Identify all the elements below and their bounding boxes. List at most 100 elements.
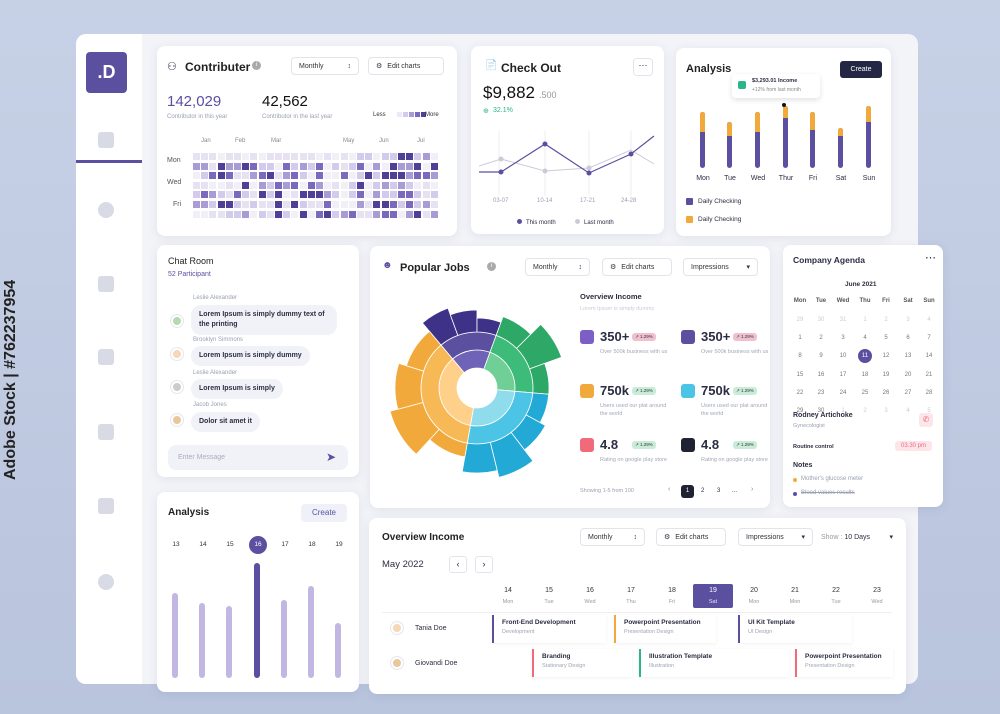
avatar[interactable] [171, 315, 183, 327]
calendar-day[interactable]: 9 [819, 353, 823, 360]
sunburst-outer-segment[interactable] [516, 323, 563, 370]
task-card[interactable]: UI Kit Template UI Design [738, 615, 852, 643]
avatar[interactable] [171, 348, 183, 360]
calendar-day[interactable]: 17 [839, 371, 847, 378]
period-select[interactable]: Monthly ↕ [291, 57, 359, 75]
day-label[interactable]: 14 [199, 541, 207, 548]
day-number[interactable]: 20 [750, 587, 758, 594]
day-label[interactable]: 17 [281, 541, 289, 548]
calendar-day[interactable]: 3 [841, 335, 845, 342]
day-label[interactable]: 13 [172, 541, 180, 548]
calendar-day[interactable]: 25 [861, 389, 869, 396]
calendar-day[interactable]: 31 [839, 317, 847, 323]
calendar-day[interactable]: 30 [817, 408, 825, 414]
calendar-day[interactable]: 5 [884, 335, 888, 342]
day-number[interactable]: 23 [873, 587, 881, 594]
inbox-icon[interactable] [98, 424, 114, 440]
calendar-day[interactable]: 10 [839, 353, 847, 360]
day-label[interactable]: 15 [226, 541, 234, 548]
calendar-day[interactable]: 16 [817, 371, 825, 378]
period-select[interactable]: Monthly ↕ [525, 258, 590, 276]
edit-charts-button[interactable]: ⚙ Edit charts [368, 57, 444, 75]
metric-select[interactable]: Impressions ▾ [738, 528, 813, 546]
day-number[interactable]: 17 [627, 587, 635, 594]
day-label[interactable]: 19 [335, 541, 343, 548]
calendar-day[interactable]: 7 [927, 335, 931, 342]
calendar-day[interactable]: 4 [863, 335, 867, 342]
create-button[interactable]: Create [840, 61, 882, 78]
task-card[interactable]: Powerpoint Presentation Presentation Desi… [614, 615, 716, 643]
calendar-day[interactable]: 21 [925, 371, 933, 378]
calendar-day[interactable]: 23 [817, 389, 825, 396]
next-week-button[interactable]: › [475, 556, 493, 573]
send-icon[interactable]: ➤ [326, 450, 337, 464]
calendar-day[interactable]: 15 [796, 371, 804, 378]
calendar-day[interactable]: 3 [906, 317, 910, 323]
avatar[interactable] [171, 381, 183, 393]
calendar-day[interactable]: 29 [796, 408, 804, 414]
prev-week-button[interactable]: ‹ [449, 556, 467, 573]
calendar-day[interactable]: 4 [927, 317, 931, 323]
calendar-day[interactable]: 27 [904, 389, 912, 396]
calendar-day[interactable]: 2 [819, 335, 823, 342]
compass-icon[interactable] [98, 202, 114, 218]
note-item[interactable]: Mother's glucose meter [801, 476, 864, 482]
calendar-day[interactable]: 14 [925, 353, 933, 360]
calendar-day[interactable]: 13 [904, 353, 912, 360]
calendar-day[interactable]: 5 [927, 408, 931, 414]
calendar-day[interactable]: 8 [798, 353, 802, 360]
card-icon[interactable] [98, 276, 114, 292]
task-card[interactable]: Front-End Development Development [492, 615, 606, 643]
calendar-day[interactable]: 30 [817, 317, 825, 323]
grid-icon[interactable] [98, 349, 114, 365]
sunburst-outer-segment[interactable] [405, 330, 442, 372]
calendar-day[interactable]: 12 [882, 353, 890, 360]
calendar-day[interactable]: 24 [839, 389, 847, 396]
page-3[interactable]: 3 [717, 488, 721, 494]
day-number[interactable]: 14 [504, 587, 512, 594]
calendar-day[interactable]: 1 [863, 317, 867, 323]
day-label[interactable]: 18 [308, 541, 316, 548]
prev-page-icon[interactable]: ‹ [668, 486, 671, 493]
day-number[interactable]: 21 [791, 587, 799, 594]
calendar-day[interactable]: 6 [906, 335, 910, 342]
edit-charts-button[interactable]: ⚙ Edit charts [656, 528, 726, 546]
day-number[interactable]: 16 [586, 587, 594, 594]
more-options-icon[interactable]: ⋯ [925, 252, 936, 264]
message-input[interactable]: Enter Message ➤ [168, 445, 348, 470]
avatar[interactable] [391, 657, 403, 669]
calendar-day[interactable]: 19 [882, 371, 890, 378]
calendar-day[interactable]: 18 [861, 371, 869, 378]
day-number[interactable]: 15 [545, 587, 553, 594]
calendar-day[interactable]: 20 [904, 371, 912, 378]
avatar[interactable] [171, 414, 183, 426]
create-button[interactable]: Create [301, 504, 347, 522]
calendar-day[interactable]: 2 [884, 317, 888, 323]
task-card[interactable]: Illustration Template Illustration [639, 649, 789, 677]
task-card[interactable]: Branding Stationary Design [532, 649, 632, 677]
info-icon[interactable]: i [252, 61, 261, 70]
next-page-icon[interactable]: › [751, 486, 754, 493]
calendar-day[interactable]: 28 [925, 389, 933, 396]
task-card[interactable]: Powerpoint Presentation Presentation Desi… [795, 649, 893, 677]
page-2[interactable]: 2 [701, 488, 705, 494]
calendar-day[interactable]: 29 [796, 317, 804, 323]
period-select[interactable]: Monthly ↕ [580, 528, 645, 546]
day-number[interactable]: 18 [668, 587, 676, 594]
day-number[interactable]: 19 [709, 587, 717, 594]
phone-icon[interactable]: ✆ [919, 413, 933, 427]
day-selected[interactable]: 16 [249, 536, 267, 554]
calendar-day[interactable]: 26 [882, 389, 890, 396]
more-options-icon[interactable]: ⋯ [633, 58, 653, 76]
edit-charts-button[interactable]: ⚙ Edit charts [602, 258, 672, 276]
info-icon[interactable]: i [487, 262, 496, 271]
calendar-day[interactable]: 3 [884, 408, 888, 414]
contacts-icon[interactable] [98, 498, 114, 514]
avatar[interactable] [391, 622, 403, 634]
metric-select[interactable]: Impressions ▾ [683, 258, 758, 276]
calendar-day-selected[interactable]: 11 [858, 349, 872, 364]
note-item[interactable]: Blood values results [801, 490, 855, 496]
day-number[interactable]: 22 [832, 587, 840, 594]
calendar-day[interactable]: 1 [841, 408, 845, 414]
calendar-day[interactable]: 2 [863, 408, 867, 414]
